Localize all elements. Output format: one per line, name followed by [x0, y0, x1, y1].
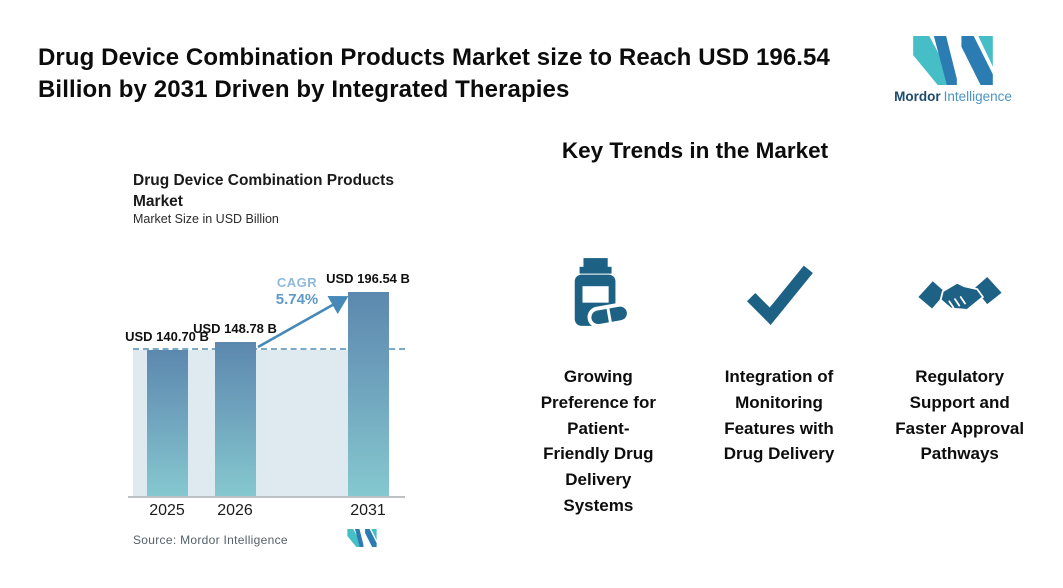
cagr-label: CAGR — [276, 275, 318, 290]
source-note: Source: Mordor Intelligence — [133, 533, 288, 547]
x-tick-2025: 2025 — [149, 502, 185, 519]
brand-logo: Mordor Intelligence — [888, 36, 1018, 104]
bar-2026 — [215, 341, 256, 496]
x-axis-line — [128, 496, 405, 498]
value-label-2031: USD 196.54 B — [326, 271, 410, 286]
x-tick-2026: 2026 — [217, 502, 253, 519]
cagr-annotation: CAGR 5.74% — [276, 275, 319, 309]
checkmark-icon — [742, 256, 816, 328]
value-label-2025: USD 140.70 B — [125, 329, 209, 344]
bar-chart-plot: CAGR 5.74% USD 140.70 B USD 148.78 B USD… — [125, 250, 420, 547]
brand-name: Mordor Intelligence — [888, 89, 1018, 104]
trend-item-drug-delivery: Growing Preference for Patient- Friendly… — [508, 256, 689, 519]
trend-item-regulatory: Regulatory Support and Faster Approval P… — [869, 256, 1050, 519]
cagr-value: 5.74% — [275, 290, 319, 308]
pill-bottle-icon — [567, 256, 630, 328]
chart-title: Drug Device Combination Products Market — [133, 172, 394, 211]
page-title: Drug Device Combination Products Market … — [38, 44, 830, 103]
reference-dashed-line — [133, 348, 405, 350]
brand-name-light: Intelligence — [943, 89, 1012, 104]
trend-text: Regulatory Support and Faster Approval P… — [895, 367, 1025, 464]
key-trends-list: Growing Preference for Patient- Friendly… — [508, 256, 1050, 519]
key-trends-heading: Key Trends in the Market — [561, 138, 829, 163]
bar-2025 — [147, 350, 188, 496]
value-label-2026: USD 148.78 B — [193, 320, 277, 336]
mordor-logo-small-icon — [347, 529, 377, 547]
chart-subtitle: Market Size in USD Billion — [133, 212, 279, 226]
handshake-icon — [917, 256, 1003, 328]
mordor-intelligence-logo-icon — [913, 36, 993, 85]
brand-name-bold: Mordor — [894, 89, 941, 104]
growth-arrow-icon — [257, 295, 349, 349]
x-tick-2031: 2031 — [350, 502, 386, 519]
bar-2031 — [348, 292, 389, 496]
trend-text: Integration of Monitoring Features with … — [723, 367, 835, 464]
trend-text: Growing Preference for Patient- Friendly… — [540, 367, 656, 516]
trend-item-monitoring: Integration of Monitoring Features with … — [689, 256, 870, 519]
